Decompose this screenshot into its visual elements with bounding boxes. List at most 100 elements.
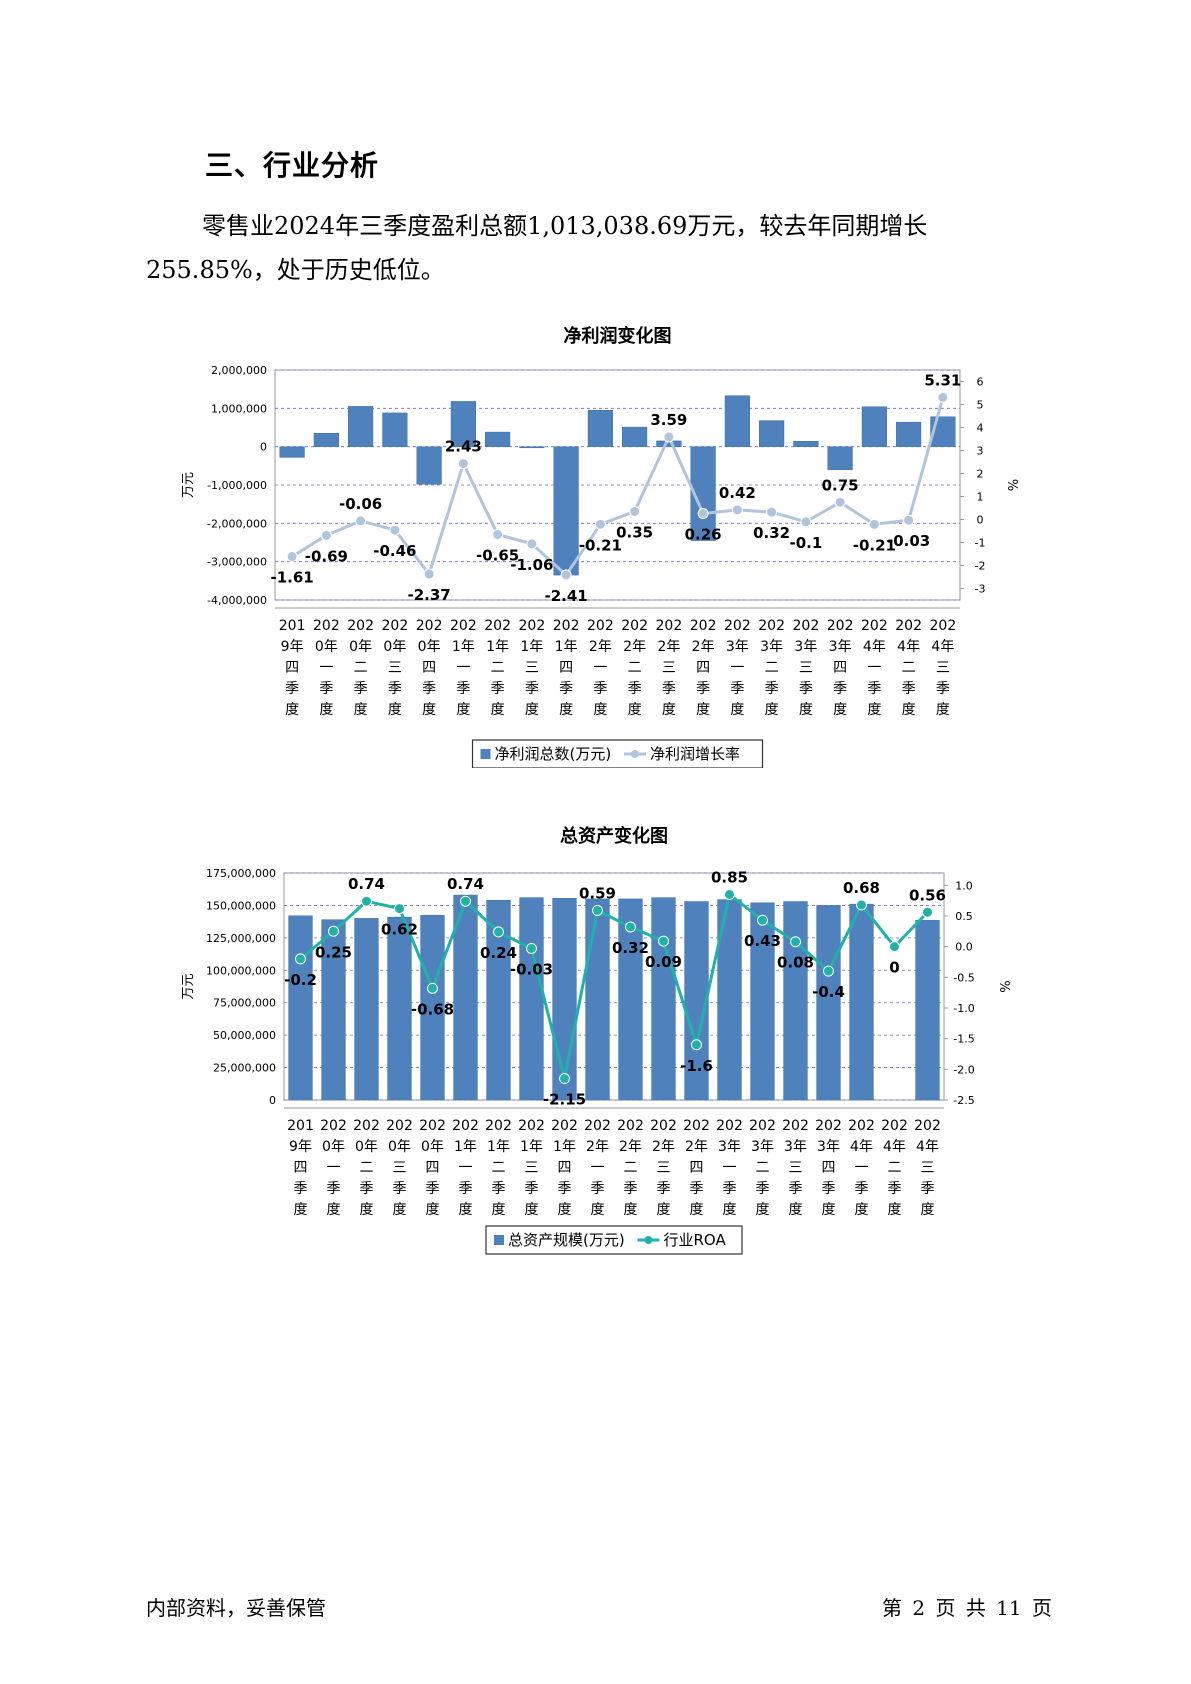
- x-tick-label: 9年: [281, 639, 304, 655]
- line-point: [286, 551, 298, 563]
- bar: [387, 916, 412, 1101]
- data-label: 0.35: [616, 523, 653, 541]
- x-tick-label: 3年: [718, 1139, 741, 1155]
- data-label: -1.6: [680, 1057, 713, 1075]
- x-tick-label: 季: [628, 681, 642, 697]
- x-tick-label: 202: [551, 1118, 578, 1134]
- x-tick-label: 二: [492, 1160, 506, 1176]
- x-tick-label: 202: [621, 618, 648, 634]
- x-tick-label: 202: [313, 618, 340, 634]
- x-tick-label: 2年: [652, 1139, 675, 1155]
- y-tick-label: 175,000,000: [206, 867, 276, 880]
- x-tick-label: 202: [782, 1118, 809, 1134]
- x-tick-label: 四: [822, 1160, 836, 1176]
- line-point: [629, 505, 641, 517]
- x-tick-label: 1年: [452, 639, 475, 655]
- x-tick-label: 1年: [520, 639, 543, 655]
- x-tick-label: 4年: [850, 1139, 873, 1155]
- data-label: -0.21: [579, 536, 622, 554]
- x-tick-label: 4年: [916, 1139, 939, 1155]
- y-axis-label: 万元: [181, 472, 196, 498]
- x-tick-label: 季: [888, 1181, 902, 1197]
- line-point: [663, 431, 675, 443]
- line-point: [903, 514, 915, 526]
- data-label: 0.25: [315, 943, 352, 961]
- data-label: -0.2: [284, 971, 317, 989]
- x-tick-label: 度: [822, 1202, 836, 1218]
- data-label: 0.56: [909, 886, 946, 904]
- data-label: -0.21: [853, 536, 896, 554]
- line-point: [361, 895, 372, 907]
- x-tick-label: 季: [921, 1181, 935, 1197]
- legend-box: [471, 739, 764, 768]
- x-tick-label: 一: [855, 1160, 869, 1176]
- x-tick-label: 一: [456, 660, 470, 676]
- y-tick-label: 150,000,000: [206, 899, 276, 912]
- x-tick-label: 二: [628, 660, 642, 676]
- y2-tick-label: 5: [977, 399, 984, 412]
- x-tick-label: 202: [484, 618, 511, 634]
- section-heading: 三、行业分析: [205, 149, 380, 182]
- x-tick-label: 202: [914, 1118, 941, 1134]
- x-tick-label: 季: [657, 1181, 671, 1197]
- legend-line-marker: [644, 1236, 653, 1244]
- x-tick-label: 度: [723, 1202, 737, 1218]
- x-tick-label: 季: [558, 1181, 572, 1197]
- bar: [587, 410, 613, 447]
- x-tick-label: 2年: [586, 1139, 609, 1155]
- x-tick-label: 度: [426, 1202, 440, 1218]
- x-tick-label: 3年: [760, 639, 783, 655]
- x-tick-label: 季: [855, 1181, 869, 1197]
- line-point: [868, 518, 880, 530]
- line-point: [592, 904, 603, 916]
- x-tick-label: 季: [294, 1181, 308, 1197]
- chart-title: 净利润变化图: [564, 325, 672, 347]
- line-point: [320, 529, 332, 541]
- data-label: -1.06: [510, 556, 553, 574]
- line-point: [427, 982, 438, 994]
- y2-tick-label: -3: [975, 583, 986, 596]
- line-point: [800, 516, 812, 528]
- x-tick-label: 季: [591, 1181, 605, 1197]
- x-tick-label: 度: [833, 702, 847, 718]
- series-line: [291, 396, 945, 578]
- x-tick-label: 季: [756, 1181, 770, 1197]
- data-label: 0.75: [822, 476, 859, 494]
- data-label: 0.08: [777, 954, 814, 972]
- x-tick-label: 3年: [829, 639, 852, 655]
- line-point: [526, 942, 537, 954]
- bar: [519, 897, 544, 1101]
- x-tick-label: 4年: [883, 1139, 906, 1155]
- x-tick-label: 四: [690, 1160, 704, 1176]
- bar: [724, 395, 750, 447]
- y-tick-label: -4,000,000: [207, 594, 267, 607]
- x-tick-label: 1年: [555, 639, 578, 655]
- y2-tick-label: -0.5: [953, 971, 974, 984]
- bar: [827, 446, 853, 470]
- footer-page-number: 第 2 页 共 11 页: [882, 1596, 1052, 1620]
- bar: [750, 902, 775, 1101]
- x-tick-label: 度: [354, 702, 368, 718]
- x-tick-label: 9年: [289, 1139, 312, 1155]
- bar: [288, 915, 313, 1101]
- line-point: [423, 568, 435, 580]
- x-tick-label: 度: [591, 1202, 605, 1218]
- line-point: [724, 888, 735, 900]
- x-tick-label: 度: [422, 702, 436, 718]
- bar: [519, 446, 545, 449]
- x-tick-label: 202: [452, 1118, 479, 1134]
- line-point: [457, 458, 469, 470]
- line-point: [658, 935, 669, 947]
- y-tick-label: 0: [269, 1094, 276, 1107]
- x-tick-label: 一: [593, 660, 607, 676]
- bar: [915, 920, 940, 1101]
- x-tick-label: 季: [936, 681, 950, 697]
- chart-title: 总资产变化图: [560, 825, 668, 847]
- data-label: 0.32: [612, 939, 649, 957]
- data-label: 0.62: [381, 921, 418, 939]
- line-point: [757, 914, 768, 926]
- x-tick-label: 度: [294, 1202, 308, 1218]
- x-tick-label: 度: [459, 1202, 473, 1218]
- x-tick-label: 二: [902, 660, 916, 676]
- data-label: 0: [889, 959, 899, 977]
